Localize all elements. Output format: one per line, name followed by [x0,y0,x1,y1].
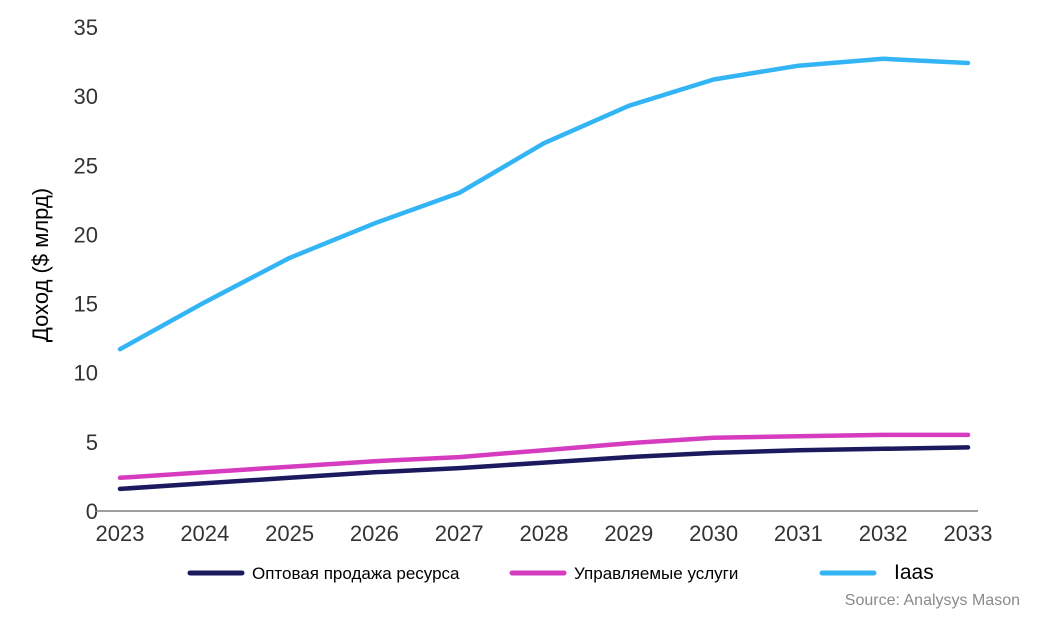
x-tick-label: 2027 [435,521,484,546]
x-axis: 2023 2024 2025 2026 2027 2028 2029 2030 2031 2032… [96,521,993,546]
y-tick-label: 20 [74,222,98,247]
x-tick-label: 2030 [689,521,738,546]
y-axis: 0 5 10 15 20 25 30 35 [74,15,98,524]
y-tick-label: 30 [74,84,98,109]
source-note: Source: Analysys Mason [845,592,1020,609]
y-tick-label: 0 [86,499,98,524]
legend: Оптовая продажа ресурса Управляемые услуг… [187,561,934,584]
x-tick-label: 2031 [774,521,823,546]
x-tick-label: 2024 [180,521,229,546]
legend-label-0: Оптовая продажа ресурса [252,564,460,583]
x-tick-label: 2025 [265,521,314,546]
series-line-2 [117,56,971,352]
legend-label-1: Управляемые услуги [574,564,738,583]
x-tick-label: 2029 [604,521,653,546]
y-tick-label: 35 [74,15,98,40]
y-axis-label: Доход ($ млрд) [28,188,53,342]
y-tick-label: 5 [86,430,98,455]
x-tick-label: 2032 [859,521,908,546]
x-tick-label: 2033 [944,521,993,546]
legend-label-2: Iaas [894,561,934,584]
x-tick-label: 2028 [520,521,569,546]
x-tick-label: 2026 [350,521,399,546]
y-tick-label: 10 [74,361,98,386]
x-tick-label: 2023 [96,521,145,546]
series-lines [117,56,971,492]
y-tick-label: 25 [74,153,98,178]
series-line-1 [117,432,971,481]
series-line-0 [117,445,971,492]
y-tick-label: 15 [74,292,98,317]
